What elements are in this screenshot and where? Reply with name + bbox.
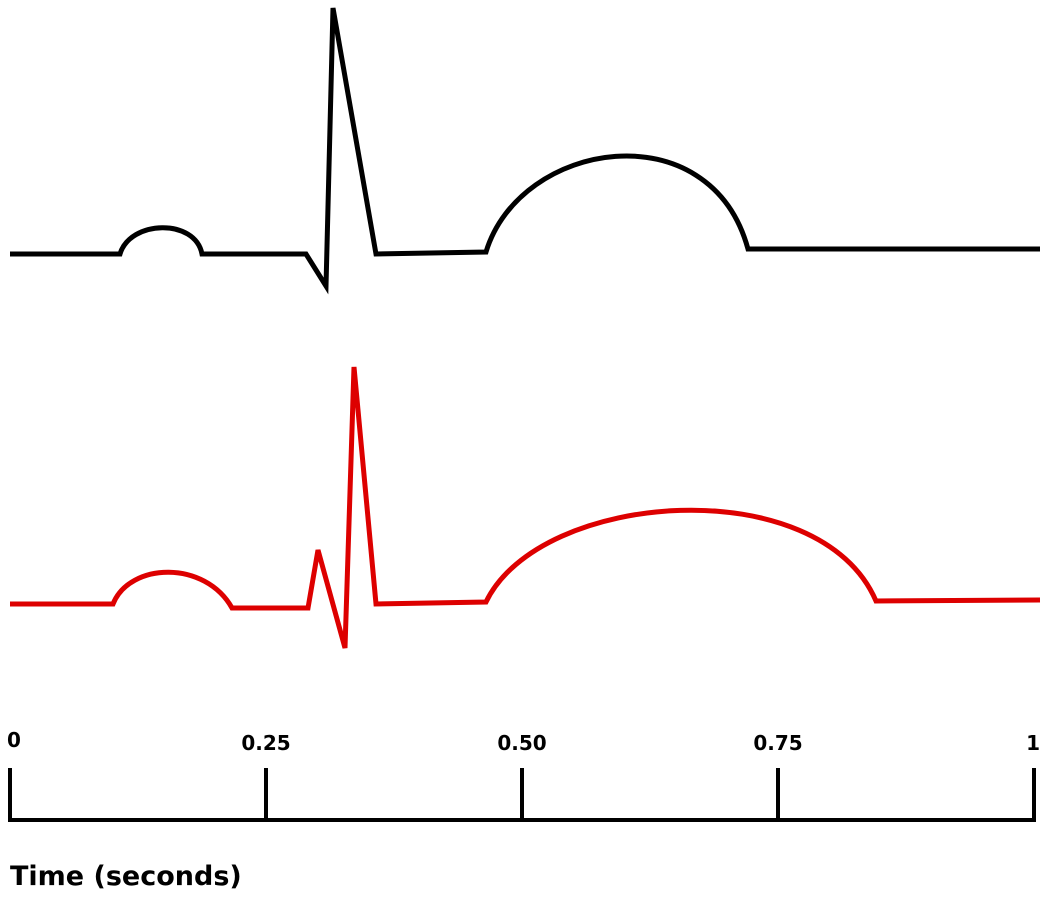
axis-tick-label: 0.75 (753, 731, 802, 755)
axis-tick-label: 1 (1026, 731, 1040, 755)
axis-tick-label: 0 (7, 728, 21, 752)
axis-tick-label: 0.25 (241, 731, 290, 755)
axis-title: Time (seconds) (10, 861, 242, 892)
axis-tick-labels: 0 0.25 0.50 0.75 1 (7, 728, 1040, 755)
ecg-trace-red (10, 366, 1041, 649)
axis-ticks (8, 768, 1036, 822)
time-axis: 0 0.25 0.50 0.75 1 Time (seconds) (7, 728, 1040, 892)
ecg-trace-black (10, 7, 1040, 295)
axis-tick-label: 0.50 (497, 731, 546, 755)
